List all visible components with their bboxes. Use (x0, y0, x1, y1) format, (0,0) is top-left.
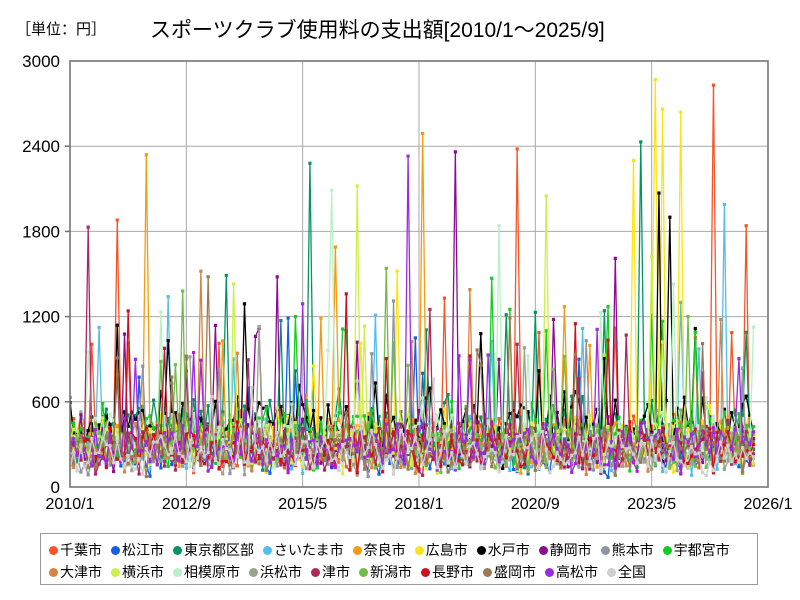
legend-item-松江市[interactable]: 松江市 (111, 543, 164, 557)
legend-label: 高松市 (556, 564, 598, 580)
chart-title: スポーツクラブ使用料の支出額[2010/1～2025/9] (150, 19, 605, 42)
legend-label: 盛岡市 (494, 564, 536, 580)
legend-label: 宇都宮市 (673, 542, 730, 558)
legend-item-横浜市[interactable]: 横浜市 (111, 565, 164, 579)
legend-row: 大津市 横浜市 相模原市 浜松市 津市 新潟市 長野市 盛岡市 高松市 全国 (49, 561, 751, 583)
legend-marker-icon (49, 545, 58, 555)
x-tick-label: 2018/1 (395, 496, 444, 513)
y-tick-label: 2400 (22, 137, 60, 156)
y-tick-label: 1800 (22, 222, 60, 241)
plot-frame (69, 60, 769, 488)
legend-label: 千葉市 (60, 542, 102, 558)
legend-marker-icon (421, 567, 430, 577)
legend-item-全国[interactable]: 全国 (607, 565, 646, 579)
series-group (70, 77, 756, 479)
legend-marker-icon (111, 545, 120, 555)
legend-item-盛岡市[interactable]: 盛岡市 (483, 565, 536, 579)
legend-item-千葉市[interactable]: 千葉市 (49, 543, 102, 557)
legend-item-高松市[interactable]: 高松市 (545, 565, 598, 579)
chart-legend: 千葉市 松江市 東京都区部 さいたま市 奈良市 広島市 水戸市 静岡市 熊本市 宇都宮市大津市 横浜… (40, 533, 758, 585)
legend-item-浜松市[interactable]: 浜松市 (249, 565, 302, 579)
series-markers-全国 (70, 377, 756, 478)
y-tick-label: 1200 (22, 308, 60, 327)
y-tick-label: 3000 (22, 52, 60, 71)
legend-item-静岡市[interactable]: 静岡市 (538, 542, 592, 558)
x-tick-label: 2023/5 (627, 496, 676, 513)
legend-label: 全国 (618, 564, 646, 580)
legend-item-さいたま市[interactable]: さいたま市 (263, 543, 344, 557)
legend-item-水戸市[interactable]: 水戸市 (476, 542, 530, 558)
legend-marker-icon (607, 567, 616, 577)
legend-label: 横浜市 (122, 564, 164, 580)
x-tick-label: 2026/1 (744, 496, 793, 513)
chart-svg: 0 600 1200 1800 2400 3000 2010/1 2012/9 2015/5 20… (22, 52, 793, 513)
legend-label: 浜松市 (260, 564, 302, 580)
chart-plot-area: 0 600 1200 1800 2400 3000 2010/1 2012/9 2015/5 20… (22, 52, 793, 513)
y-tick-label: 0 (51, 478, 60, 497)
y-tick-label: 600 (32, 393, 60, 412)
legend-marker-icon (311, 567, 320, 577)
x-tick-label: 2015/5 (278, 496, 327, 513)
legend-label: 東京都区部 (184, 542, 254, 558)
legend-item-奈良市[interactable]: 奈良市 (352, 542, 406, 558)
legend-label: 新潟市 (370, 564, 412, 580)
x-tick-label: 2020/9 (511, 496, 560, 513)
legend-marker-icon (662, 545, 672, 555)
legend-row: 千葉市 松江市 東京都区部 さいたま市 奈良市 広島市 水戸市 静岡市 熊本市 宇都宮市 (49, 539, 751, 561)
legend-marker-icon (483, 567, 492, 577)
legend-marker-icon (476, 545, 486, 555)
legend-label: 広島市 (425, 542, 468, 558)
legend-item-東京都区部[interactable]: 東京都区部 (173, 543, 254, 557)
legend-label: 相模原市 (184, 564, 240, 580)
legend-label: さいたま市 (274, 542, 344, 558)
legend-marker-icon (263, 545, 272, 555)
legend-label: 津市 (322, 564, 350, 580)
legend-item-大津市[interactable]: 大津市 (49, 565, 102, 579)
series-markers-高松市 (70, 154, 756, 475)
legend-marker-icon (173, 545, 182, 555)
legend-label: 水戸市 (487, 542, 530, 558)
legend-label: 大津市 (60, 564, 102, 580)
legend-item-熊本市[interactable]: 熊本市 (600, 542, 654, 558)
legend-marker-icon (173, 567, 182, 577)
legend-item-相模原市[interactable]: 相模原市 (173, 565, 240, 579)
legend-marker-icon (359, 567, 368, 577)
legend-item-広島市[interactable]: 広島市 (414, 542, 468, 558)
x-tick-label: 2012/9 (162, 496, 211, 513)
legend-label: 松江市 (122, 542, 164, 558)
legend-label: 奈良市 (363, 542, 406, 558)
legend-marker-icon (352, 545, 362, 555)
legend-marker-icon (600, 545, 610, 555)
unit-label: ［単位：円］ (16, 21, 107, 38)
legend-marker-icon (545, 567, 554, 577)
legend-label: 静岡市 (549, 542, 592, 558)
legend-item-新潟市[interactable]: 新潟市 (359, 565, 412, 579)
legend-marker-icon (111, 567, 120, 577)
legend-item-宇都宮市[interactable]: 宇都宮市 (662, 542, 730, 558)
legend-marker-icon (249, 567, 258, 577)
legend-label: 長野市 (432, 564, 474, 580)
legend-marker-icon (414, 545, 424, 555)
legend-label: 熊本市 (611, 542, 654, 558)
legend-item-長野市[interactable]: 長野市 (421, 565, 474, 579)
legend-item-津市[interactable]: 津市 (311, 565, 350, 579)
legend-marker-icon (49, 567, 58, 577)
legend-marker-icon (538, 545, 548, 555)
x-tick-label: 2010/1 (46, 496, 95, 513)
